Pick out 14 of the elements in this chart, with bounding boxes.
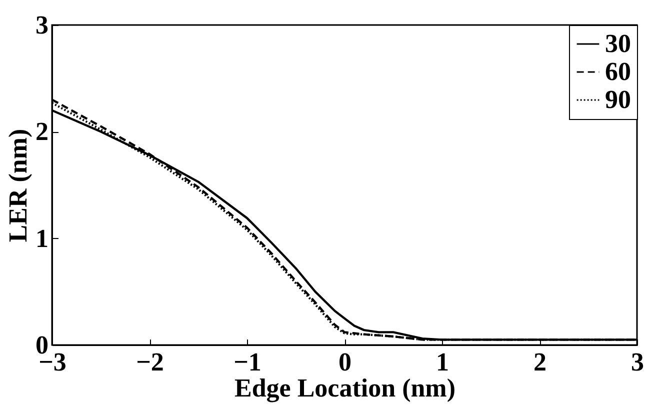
y-tick-label: 3 [36, 10, 48, 40]
y-tick-label: 1 [36, 224, 48, 253]
x-tick-label: 3 [631, 348, 644, 376]
x-tick-label: −1 [234, 348, 262, 376]
x-axis-title: Edge Location (nm) [234, 374, 456, 402]
y-axis-title: LER (nm) [4, 128, 32, 242]
x-tick-label: 0 [338, 348, 352, 376]
y-tick-label: 2 [36, 117, 48, 146]
legend-label: 60 [605, 57, 631, 86]
legend-label: 30 [605, 29, 631, 58]
legend-label: 90 [605, 85, 631, 114]
x-tick-label: 1 [436, 348, 449, 376]
x-tick-label: −2 [136, 348, 164, 376]
x-tick-label: 2 [534, 348, 546, 376]
